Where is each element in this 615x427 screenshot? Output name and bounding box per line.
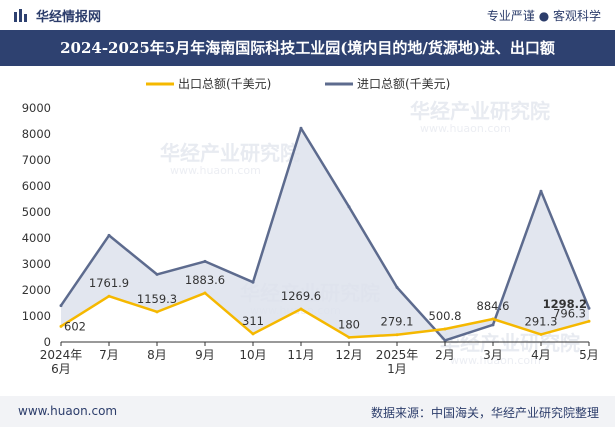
data-label-export: 884.6 <box>477 299 510 313</box>
data-point-import <box>155 272 159 276</box>
data-point-import <box>491 323 495 327</box>
data-point-import <box>251 280 255 284</box>
watermark-text: 华经产业研究院 <box>410 99 550 123</box>
website-link[interactable]: www.huaon.com <box>18 404 118 418</box>
y-tick-label: 3000 <box>22 257 51 271</box>
data-point-export <box>299 307 303 311</box>
y-tick-label: 5000 <box>22 205 51 219</box>
watermark-url: www.huaon.com <box>450 354 541 367</box>
x-tick-label: 5月 <box>579 348 599 362</box>
legend-label-export: 出口总额(千美元) <box>178 77 271 91</box>
data-point-export <box>491 317 495 321</box>
title-bar: 2024-2025年5月年海南国际科技工业园(境内目的地/货源地)进、出口额 <box>0 30 615 66</box>
data-point-import <box>587 306 591 310</box>
data-point-import <box>107 233 111 237</box>
y-tick-label: 1000 <box>22 309 51 323</box>
brand-name: 华经情报网 <box>36 10 102 25</box>
x-tick-label: 4月 <box>531 348 551 362</box>
data-point-export <box>251 332 255 336</box>
x-tick-label: 3月 <box>483 348 503 362</box>
data-point-export <box>539 332 543 336</box>
x-tick-label: 10月 <box>239 348 266 362</box>
x-tick-label: 9月 <box>195 348 215 362</box>
x-tick-label: 2024年 6月 <box>40 348 83 376</box>
data-label-export: 291.3 <box>525 314 558 328</box>
slogan: 专业严谨 ● 客观科学 <box>486 9 601 23</box>
data-label-export: 279.1 <box>381 315 414 329</box>
x-tick-label: 8月 <box>147 348 167 362</box>
x-tick-label: 2月 <box>435 348 455 362</box>
data-label-export: 602 <box>64 319 86 333</box>
y-tick-label: 9000 <box>22 101 51 115</box>
data-label-export: 500.8 <box>429 309 462 323</box>
y-tick-label: 7000 <box>22 153 51 167</box>
data-label-export: 311 <box>242 314 264 328</box>
data-label-export: 1761.9 <box>89 276 129 290</box>
data-point-import <box>59 304 63 308</box>
watermark-url: www.huaon.com <box>170 164 261 177</box>
data-point-export <box>59 324 63 328</box>
watermark-url: www.huaon.com <box>420 122 511 135</box>
x-tick-label: 12月 <box>335 348 362 362</box>
legend-label-import: 进口总额(千美元) <box>357 77 450 91</box>
data-point-import <box>443 338 447 342</box>
top-bar: 华经情报网 专业严谨 ● 客观科学 <box>0 0 615 30</box>
data-point-export <box>155 310 159 314</box>
data-label-export: 796.3 <box>553 306 586 320</box>
series-line-import <box>59 127 591 342</box>
data-point-export <box>347 335 351 339</box>
line-chart: 华经产业研究院www.huaon.com华经产业研究院www.huaon.com… <box>22 77 599 376</box>
data-source: 数据来源：中国海关，华经产业研究院整理 <box>370 406 599 420</box>
y-tick-label: 4000 <box>22 231 51 245</box>
data-point-import <box>347 205 351 209</box>
y-tick-label: 2000 <box>22 283 51 297</box>
logo-icon <box>14 9 27 22</box>
y-tick-label: 6000 <box>22 179 51 193</box>
data-label-export: 1883.6 <box>185 273 225 287</box>
watermark-text: 华经产业研究院 <box>160 141 300 165</box>
data-point-export <box>395 333 399 337</box>
data-label-export: 180 <box>338 317 360 331</box>
data-point-import <box>299 126 303 130</box>
data-point-import <box>203 259 207 263</box>
data-point-export <box>203 291 207 295</box>
footer: www.huaon.com 数据来源：中国海关，华经产业研究院整理 <box>0 396 615 427</box>
data-label-import: 1298.2 <box>543 297 587 311</box>
data-point-import <box>539 189 543 193</box>
y-tick-label: 0 <box>44 335 51 349</box>
x-tick-label: 7月 <box>99 348 119 362</box>
data-label-export: 1159.3 <box>137 292 177 306</box>
chart-title: 2024-2025年5月年海南国际科技工业园(境内目的地/货源地)进、出口额 <box>60 39 555 57</box>
data-label-export: 1269.6 <box>281 289 321 303</box>
data-point-export <box>443 327 447 331</box>
area-between-series <box>61 128 589 341</box>
data-point-import <box>395 285 399 289</box>
series-line-export <box>60 291 590 339</box>
data-point-export <box>107 294 111 298</box>
x-tick-label: 11月 <box>287 348 314 362</box>
y-tick-label: 8000 <box>22 127 51 141</box>
x-tick-label: 2025年 1月 <box>376 348 419 376</box>
data-point-export <box>587 319 591 323</box>
